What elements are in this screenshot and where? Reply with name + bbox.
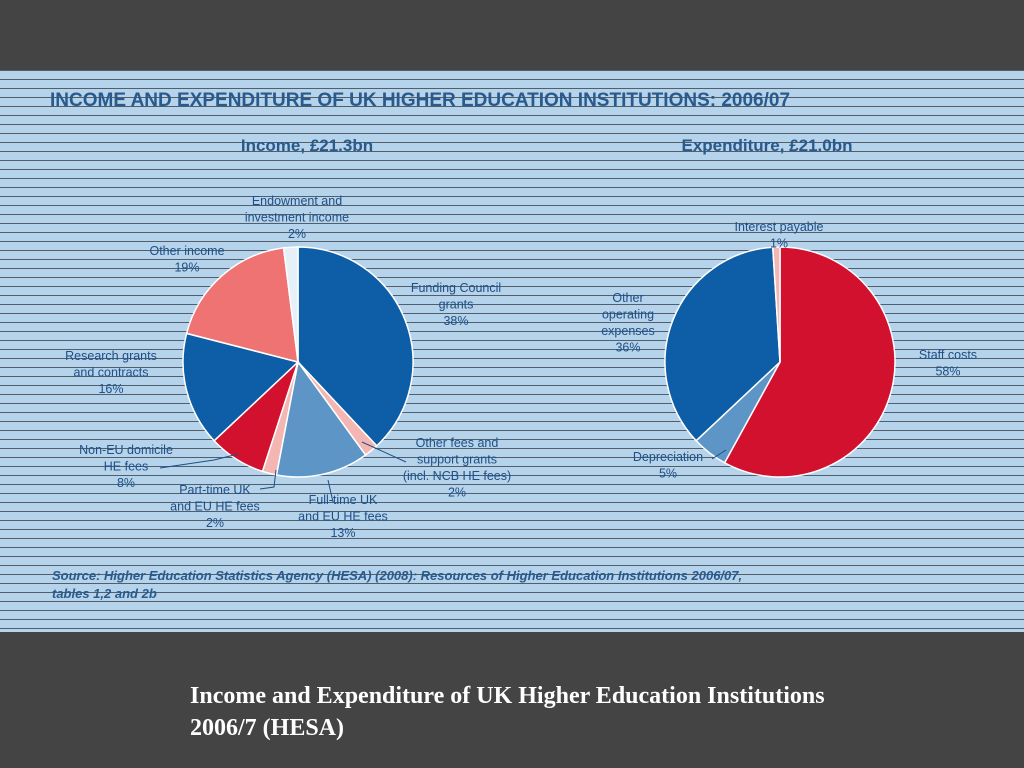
income-slice-funding-council-grants	[297, 246, 414, 447]
expenditure-pie	[664, 246, 896, 478]
expenditure-label-other-operating-expenses: Other operating expenses 36%	[601, 291, 655, 355]
expenditure-slice-interest-payable	[771, 246, 781, 363]
expenditure-label-depreciation: Depreciation 5%	[633, 450, 703, 481]
leader-line-4	[327, 479, 334, 503]
income-slice-full-time-uk-and-eu-he-fees	[275, 360, 367, 478]
chart-svg: INCOME AND EXPENDITURE OF UK HIGHER EDUC…	[50, 90, 977, 601]
income-label-full-time-uk-and-eu-he-fees: Full-time UK and EU HE fees 13%	[298, 493, 388, 540]
income-pie	[182, 246, 414, 478]
expenditure-chart-title: Expenditure, £21.0bn	[682, 136, 853, 155]
income-label-part-time-uk-and-eu-he-fees: Part-time UK and EU HE fees 2%	[170, 483, 260, 530]
income-slice-other-income	[185, 247, 299, 364]
income-labels: Funding Council grants 38% Other fees and su…	[65, 194, 511, 540]
income-slice-research-grants-and-contracts	[182, 332, 300, 442]
label-leader-lines	[159, 441, 727, 503]
income-label-other-income: Other income 19%	[149, 244, 224, 275]
expenditure-labels: Staff costs 58% Depreciation 5% Other operati…	[601, 220, 977, 481]
source-note: Source: Higher Education Statistics Agen…	[52, 568, 746, 601]
expenditure-slice-other-operating-expenses	[664, 246, 781, 442]
expenditure-label-interest-payable: Interest payable 1%	[735, 220, 824, 251]
slide-caption: Income and Expenditure of UK Higher Educ…	[190, 683, 825, 741]
income-chart-title: Income, £21.3bn	[241, 136, 373, 155]
leader-line-3	[259, 469, 277, 490]
expenditure-slice-staff-costs	[723, 246, 896, 478]
main-title: INCOME AND EXPENDITURE OF UK HIGHER EDUC…	[50, 90, 790, 111]
leader-line-1	[361, 441, 407, 463]
income-label-other-fees-and-support-grants-incl-ncb-he-fees: Other fees and support grants (incl. NCB H…	[403, 436, 511, 500]
income-label-non-eu-domicile-he-fees: Non-EU domicile HE fees 8%	[79, 443, 173, 490]
leader-line-2	[159, 453, 239, 469]
income-label-endowment-and-investment-income: Endowment and investment income 2%	[245, 194, 349, 241]
expenditure-label-staff-costs: Staff costs 58%	[919, 348, 977, 379]
chart-image: INCOME AND EXPENDITURE OF UK HIGHER EDUC…	[0, 70, 1024, 632]
income-label-research-grants-and-contracts: Research grants and contracts 16%	[65, 349, 157, 396]
income-label-funding-council-grants: Funding Council grants 38%	[411, 281, 501, 328]
leader-line-5	[711, 449, 727, 460]
income-slice-endowment-and-investment-income	[282, 246, 299, 363]
